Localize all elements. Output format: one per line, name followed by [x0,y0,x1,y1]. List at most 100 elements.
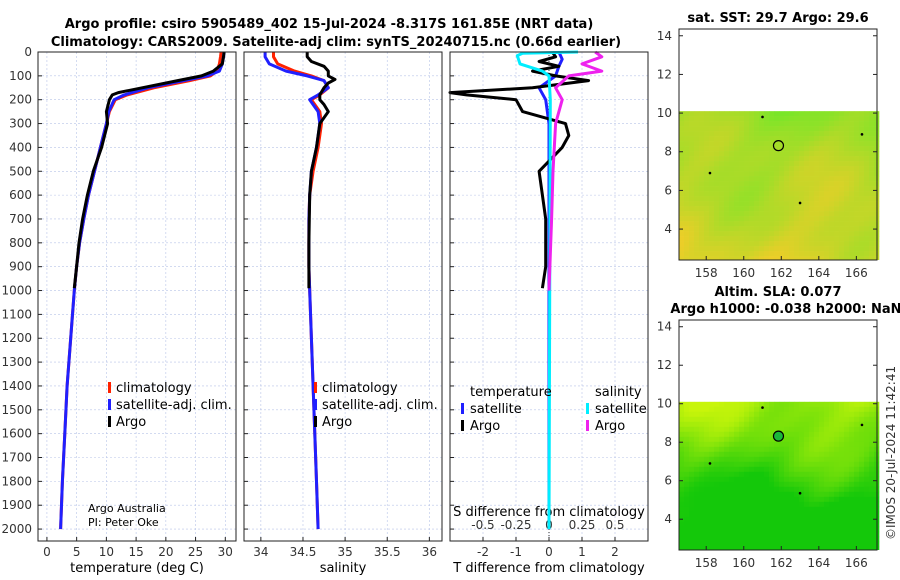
map-cell [754,126,760,132]
map-cell [709,476,715,483]
map-cell [839,191,845,197]
map-cell [694,411,700,418]
map-cell [759,466,765,473]
legend-label: Argo [470,419,500,434]
map-cell [864,471,870,478]
map-cell [744,256,750,260]
map-cell [744,251,750,257]
map-cell [804,126,810,132]
map-cell [854,156,860,162]
map-cell [699,491,705,498]
map-cell [819,121,825,127]
map-cell [804,166,810,172]
series-line-argo [72,51,226,289]
map-cell [684,456,690,463]
map-cell [814,506,820,513]
map-cell [719,156,725,162]
map-cell [754,241,760,247]
map-cell [759,416,765,423]
map-cell [869,416,875,423]
map-cell [704,216,710,222]
map-cell [689,431,695,438]
map-cell [769,121,775,127]
map-cell [734,481,740,488]
map-cell [819,141,825,147]
map-cell [779,136,785,142]
map-cell [759,406,765,413]
y-tick-label: 700 [9,212,32,226]
map-cell [794,231,800,237]
map-cell [739,406,745,413]
map-cell [779,211,785,217]
map-cell [724,211,730,217]
map-cell [864,126,870,132]
map-cell [774,246,780,252]
map-cell [829,166,835,172]
map-cell [804,136,810,142]
map-cell [679,236,685,242]
map-cell [829,441,835,448]
map-cell [864,251,870,257]
map-cell [794,236,800,242]
map-cell [804,506,810,513]
map-cell [754,521,760,528]
map-cell [679,171,685,177]
map-cell [779,231,785,237]
map-cell [734,226,740,232]
map-cell [689,221,695,227]
map-cell [804,526,810,533]
map-cell [709,451,715,458]
map-cell [844,481,850,488]
map-cell [794,466,800,473]
map-cell [784,191,790,197]
map-cell [694,416,700,423]
map-cell [839,181,845,187]
map-cell [719,176,725,182]
map-cell [684,406,690,413]
map-cell [789,516,795,523]
map-cell [774,146,780,152]
map-cell [679,526,685,533]
map-cell [779,131,785,137]
map-cell [864,116,870,122]
map-cell [699,431,705,438]
map-cell [739,241,745,247]
map-cell [829,541,835,548]
map-cell [794,131,800,137]
map-cell [704,211,710,217]
map-cell [724,421,730,428]
map-cell [779,526,785,533]
map-cell [684,161,690,167]
map-cell [839,516,845,523]
map-cell [774,126,780,132]
map-cell [734,221,740,227]
map-cell [724,251,730,257]
map-cell [834,526,840,533]
map-cell [734,176,740,182]
map-cell [769,481,775,488]
map-cell [799,151,805,157]
map-cell [764,256,770,260]
map-cell [789,481,795,488]
map-cell [804,241,810,247]
map-cell [729,531,735,538]
map-cell [794,546,800,550]
map-cell [864,536,870,543]
map-cell [759,456,765,463]
map-cell [754,151,760,157]
map-cell [814,201,820,207]
map-cell [859,126,865,132]
map-cell [849,216,855,222]
map-cell [754,526,760,533]
map-cell [794,206,800,212]
map-cell [784,481,790,488]
map-cell [839,466,845,473]
map-cell [794,111,800,117]
map-cell [769,416,775,423]
map-cell [719,486,725,493]
map-cell [814,511,820,518]
map-cell [774,136,780,142]
map-cell [684,416,690,423]
map-cell [749,151,755,157]
map-cell [829,171,835,177]
